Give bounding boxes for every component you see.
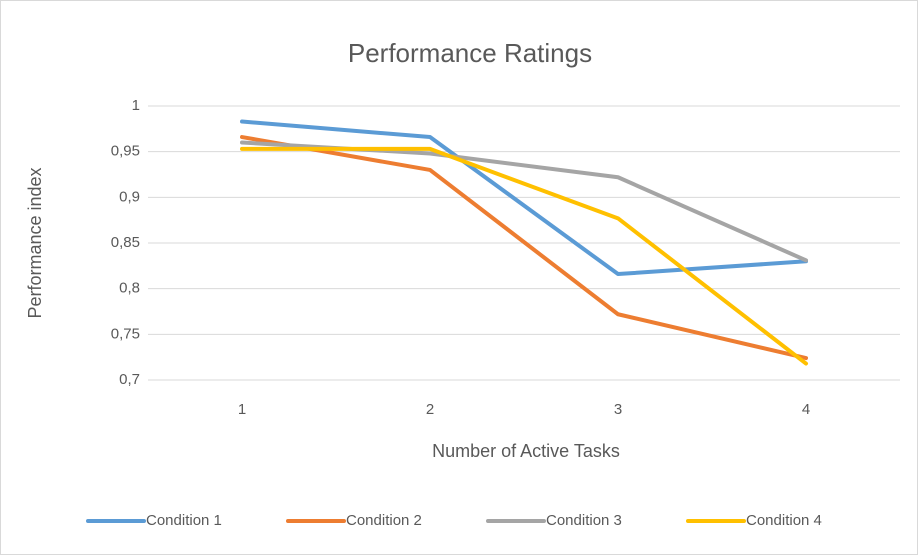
y-tick-label: 0,9 [119,188,140,205]
chart-title: Performance Ratings [348,38,592,68]
y-tick-label: 0,85 [111,234,140,251]
x-tick-label: 3 [614,401,622,418]
y-tick-label: 0,7 [119,371,140,388]
y-tick-label: 0,95 [111,143,140,160]
x-tick-label: 2 [426,401,434,418]
series-line [240,135,808,361]
legend-label: Condition 3 [546,512,622,529]
series-line [240,119,808,277]
y-tick-label: 0,8 [119,280,140,297]
x-tick-label: 1 [238,401,246,418]
x-tick-label: 4 [802,401,810,418]
legend-label: Condition 1 [146,512,222,529]
y-tick-label: 0,75 [111,325,140,342]
legend-label: Condition 4 [746,512,822,529]
y-axis-title: Performance index [25,167,45,318]
y-tick-label: 1 [132,97,140,114]
legend-label: Condition 2 [346,512,422,529]
series-line [240,146,808,366]
x-axis-title: Number of Active Tasks [432,441,620,461]
